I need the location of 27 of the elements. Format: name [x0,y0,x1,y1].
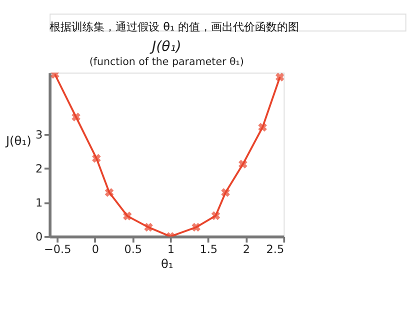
x-tick-label: −0.5 [44,242,72,256]
y-axis-title: J(θ₁) [4,134,32,148]
y-tick-label: 3 [35,128,43,142]
point [238,160,248,169]
point [211,211,220,220]
point [258,122,267,132]
x-tick-label: 2 [242,242,250,256]
point [72,112,80,122]
x-tick-label: 2.5 [266,242,284,256]
x-tick-label: 0 [92,242,99,256]
point [192,222,200,232]
chart-title: J(θ₁) [149,39,182,56]
x-tick-label: 1.5 [200,242,218,256]
point [104,188,114,197]
text: 根据训练集，通过假设 θ₁ 的值，画出代价函数的图 [50,20,300,34]
y-tick-label: 0 [35,230,43,244]
y-tick-label: 1 [35,196,43,210]
point [276,72,284,82]
point [144,222,153,232]
x-tick-label: 1 [167,242,174,256]
x-axis-title: θ₁ [160,256,174,271]
y-tick-label: 2 [35,162,43,176]
chart-subtitle: (function of the parameter θ₁) [89,56,244,68]
point [92,154,101,163]
point [122,212,132,220]
x-tick-label: 0.5 [124,242,142,256]
point [221,188,230,197]
